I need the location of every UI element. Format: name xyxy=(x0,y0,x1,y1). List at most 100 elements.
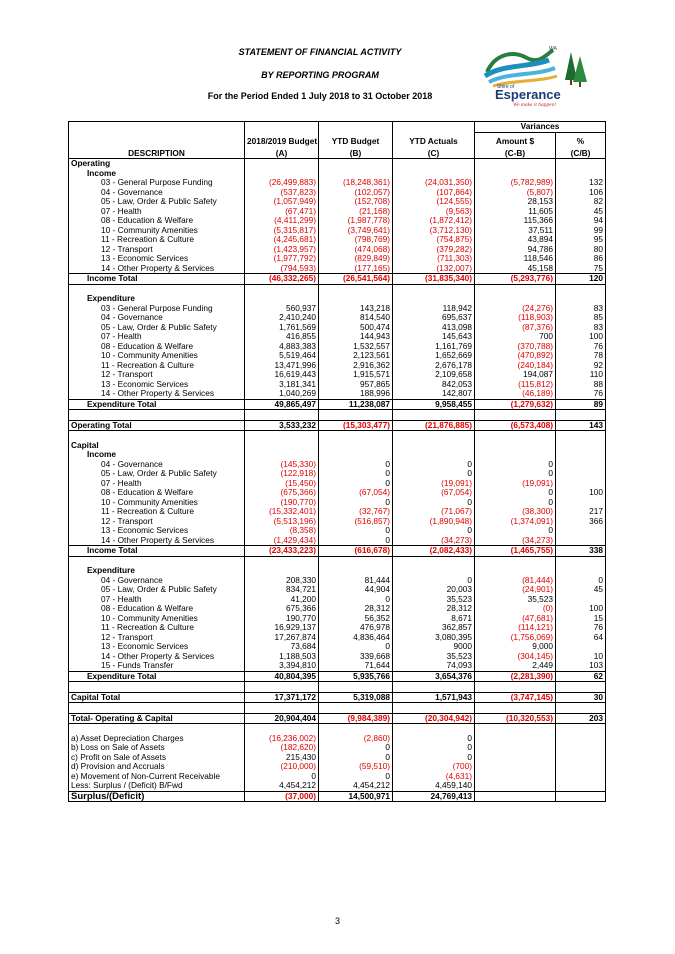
cell-value: 45,158 xyxy=(474,263,556,274)
cell-value: 30 xyxy=(555,691,606,703)
cell-value: (2,082,433) xyxy=(392,545,475,557)
cell-value: 0 xyxy=(392,459,475,469)
cell-value: 74,093 xyxy=(392,661,475,671)
cell-value: 695,637 xyxy=(392,313,475,323)
cell-value: (46,189) xyxy=(474,389,556,399)
row-label: 10 - Community Amenities xyxy=(68,497,245,507)
row-label: 14 - Other Property & Services xyxy=(68,535,245,546)
cell-value: 35,523 xyxy=(392,594,475,604)
cell-value: 0 xyxy=(392,469,475,479)
cell-value: 2,109,658 xyxy=(392,370,475,380)
cell-value: 0 xyxy=(318,743,393,753)
cell-value: 0 xyxy=(318,771,393,781)
cell-value: 4,836,464 xyxy=(318,632,393,642)
cell-value xyxy=(474,743,556,753)
row-label: Surplus/(Deficit) xyxy=(68,790,245,802)
table-row: Income Total (23,433,223) (616,678) (2,082,… xyxy=(68,545,606,557)
cell-value: 100 xyxy=(555,488,606,498)
cell-value: 71,644 xyxy=(318,661,393,671)
row-label: 13 - Economic Services xyxy=(68,642,245,652)
cell-value: 188,996 xyxy=(318,389,393,399)
table-row: 05 - Law, Order & Public Safety (1,057,94… xyxy=(68,197,606,207)
cell-value: 86 xyxy=(555,254,606,264)
cell-value: (24,031,350) xyxy=(392,178,475,188)
cell-value: 88 xyxy=(555,379,606,389)
cell-value xyxy=(474,771,556,781)
cell-value: (379,282) xyxy=(392,244,475,254)
row-label: Operating Total xyxy=(68,419,245,431)
cell-value xyxy=(555,743,606,753)
table-row: 08 - Education & Welfare 4,883,383 1,532,5… xyxy=(68,341,606,351)
cell-value: (132,007) xyxy=(392,263,475,274)
cell-value: 62 xyxy=(555,670,606,682)
cell-value: (5,315,817) xyxy=(244,225,319,235)
cell-value xyxy=(555,771,606,781)
cell-value: 1,532,557 xyxy=(318,341,393,351)
cell-value: 1,040,269 xyxy=(244,389,319,399)
cell-value: 16,619,443 xyxy=(244,370,319,380)
row-label: 11 - Recreation & Culture xyxy=(68,623,245,633)
cell-value: 217 xyxy=(555,507,606,517)
cell-value: 0 xyxy=(474,488,556,498)
cell-value: (87,376) xyxy=(474,322,556,332)
row-label: Income xyxy=(68,168,245,178)
row-label: 03 - General Purpose Funding xyxy=(68,178,245,188)
cell-value: 44,904 xyxy=(318,585,393,595)
cell-value: (1,890,948) xyxy=(392,516,475,526)
cell-value: (31,835,340) xyxy=(392,273,475,285)
cell-value: 49,865,497 xyxy=(244,398,319,410)
cell-value: 145,643 xyxy=(392,332,475,342)
cell-value: (794,593) xyxy=(244,263,319,274)
cell-value: 476,978 xyxy=(318,623,393,633)
row-label: 04 - Governance xyxy=(68,313,245,323)
cell-value xyxy=(555,790,606,802)
row-label: Income Total xyxy=(68,545,245,557)
cell-value: 99 xyxy=(555,225,606,235)
cell-value: (67,471) xyxy=(244,206,319,216)
cell-value: 2,410,240 xyxy=(244,313,319,323)
cell-value: 3,533,232 xyxy=(244,419,319,431)
spacer-row xyxy=(68,284,606,294)
table-row: e) Movement of Non-Current Receivable 0 0(… xyxy=(68,771,606,781)
cell-value: (754,875) xyxy=(392,235,475,245)
cell-value xyxy=(474,790,556,802)
row-label: 07 - Health xyxy=(68,478,245,488)
cell-value xyxy=(555,781,606,791)
cell-value: 0 xyxy=(318,526,393,536)
svg-text:Shire of: Shire of xyxy=(497,84,515,90)
cell-value: 0 xyxy=(244,771,319,781)
row-label: Capital Total xyxy=(68,691,245,703)
cell-value: (15,450) xyxy=(244,478,319,488)
cell-value: 4,459,140 xyxy=(392,781,475,791)
cell-value: (3,749,641) xyxy=(318,225,393,235)
cell-value: (124,555) xyxy=(392,197,475,207)
cell-value: 40,804,395 xyxy=(244,670,319,682)
table-row: Operating xyxy=(68,158,606,169)
cell-value: 11,238,087 xyxy=(318,398,393,410)
row-label: Less: Surplus / (Deficit) B/Fwd xyxy=(68,781,245,791)
spacer-row xyxy=(68,556,606,566)
cell-value: (145,330) xyxy=(244,459,319,469)
table-row: Expenditure xyxy=(68,294,606,304)
cell-value: 1,188,503 xyxy=(244,651,319,661)
row-label: 05 - Law, Order & Public Safety xyxy=(68,585,245,595)
table-row: 07 - Health 416,855 144,943 145,643 700 100 xyxy=(68,332,606,342)
cell-value: 106 xyxy=(555,187,606,197)
row-label: d) Provision and Accruals xyxy=(68,762,245,772)
cell-value: 4,454,212 xyxy=(318,781,393,791)
cell-value xyxy=(555,526,606,536)
row-label: 13 - Economic Services xyxy=(68,379,245,389)
cell-value: 0 xyxy=(318,642,393,652)
cell-value: (5,293,776) xyxy=(474,273,556,285)
cell-value: (1,057,949) xyxy=(244,197,319,207)
col-amount-header: Amount $ xyxy=(474,132,556,146)
cell-value: 814,540 xyxy=(318,313,393,323)
table-row: 11 - Recreation & Culture 16,929,137 476,9… xyxy=(68,623,606,633)
cell-value xyxy=(555,535,606,546)
cell-value: (38,300) xyxy=(474,507,556,517)
cell-value: 11,605 xyxy=(474,206,556,216)
table-row: Capital Total 17,371,172 5,319,088 1,571,94… xyxy=(68,691,606,703)
cell-value: (1,465,755) xyxy=(474,545,556,557)
cell-value: 76 xyxy=(555,341,606,351)
row-label: 08 - Education & Welfare xyxy=(68,604,245,614)
